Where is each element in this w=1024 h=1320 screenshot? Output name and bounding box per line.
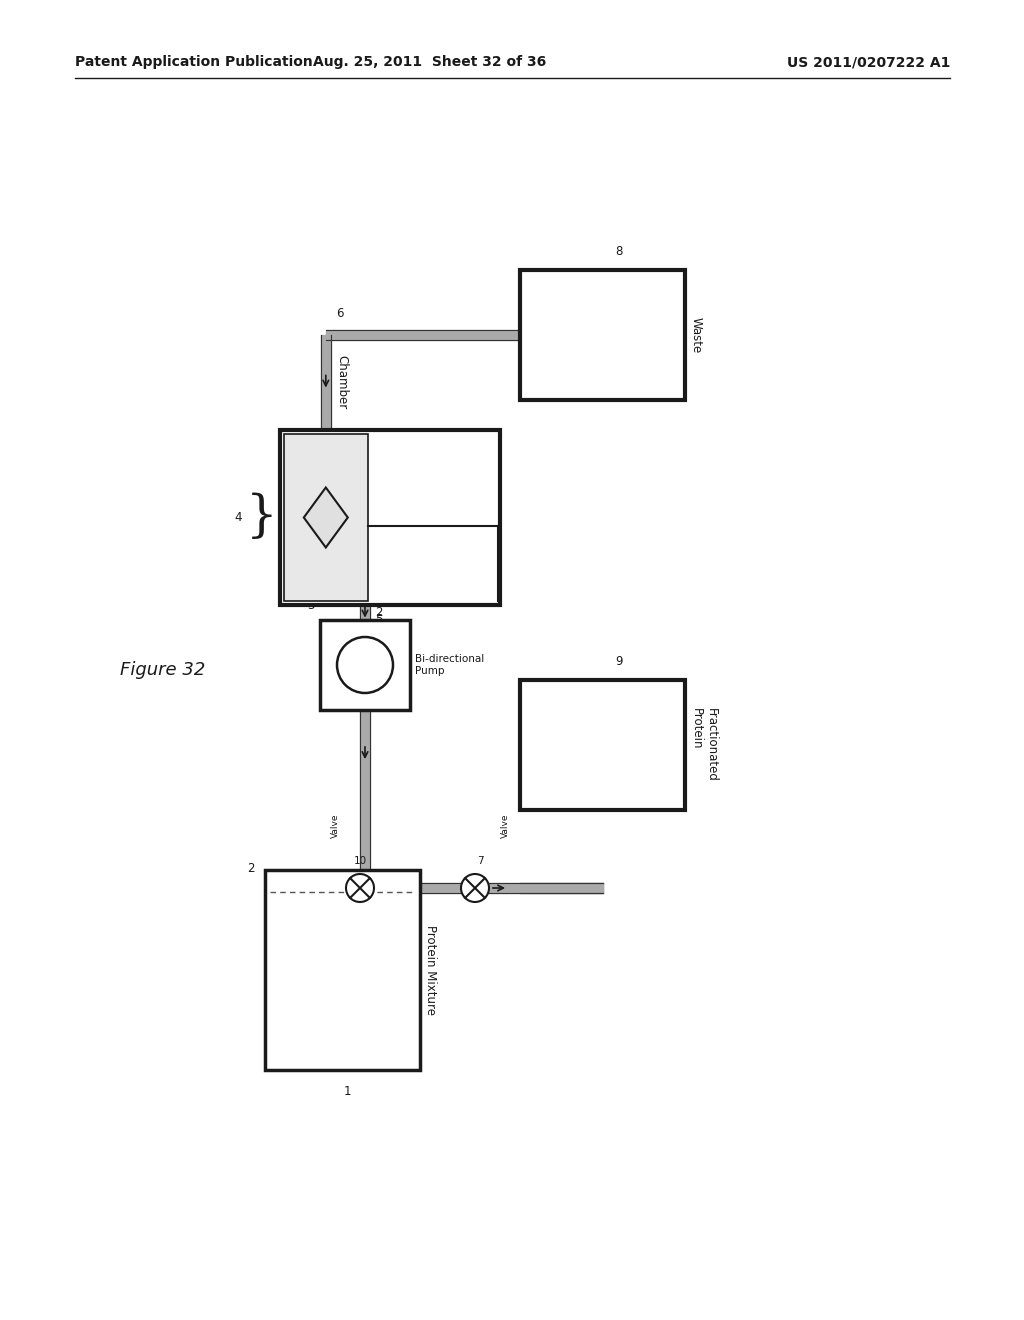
Text: 7: 7	[477, 855, 483, 866]
Text: 2: 2	[248, 862, 255, 874]
Bar	[265, 870, 420, 1071]
Text: }: }	[246, 492, 278, 543]
Bar	[284, 434, 368, 601]
Text: Protein Mixture: Protein Mixture	[424, 925, 437, 1015]
Bar	[280, 430, 500, 605]
Text: 3: 3	[307, 599, 315, 612]
Polygon shape	[304, 487, 348, 548]
Bar	[520, 680, 685, 810]
Text: 6: 6	[336, 308, 343, 319]
Bar	[319, 620, 410, 710]
Text: 1: 1	[344, 1085, 351, 1098]
Text: Bi-directional
Pump: Bi-directional Pump	[415, 655, 484, 676]
Text: 10: 10	[353, 855, 367, 866]
Text: 5: 5	[375, 612, 382, 626]
Text: Aug. 25, 2011  Sheet 32 of 36: Aug. 25, 2011 Sheet 32 of 36	[313, 55, 547, 69]
Text: Chamber: Chamber	[336, 355, 349, 409]
Text: Valve: Valve	[501, 813, 510, 838]
Text: 8: 8	[615, 246, 623, 257]
Circle shape	[461, 874, 489, 902]
Bar	[520, 271, 685, 400]
Text: Rotor: Rotor	[414, 494, 445, 507]
Text: 2: 2	[375, 606, 383, 619]
Circle shape	[346, 874, 374, 902]
Text: US 2011/0207222 A1: US 2011/0207222 A1	[786, 55, 950, 69]
Text: 4: 4	[234, 511, 242, 524]
Text: Figure 32: Figure 32	[120, 661, 206, 678]
Text: Valve: Valve	[331, 813, 340, 838]
Text: Patent Application Publication: Patent Application Publication	[75, 55, 312, 69]
Text: Fractionated
Protein: Fractionated Protein	[690, 708, 718, 781]
Circle shape	[337, 638, 393, 693]
Text: Waste: Waste	[690, 317, 703, 354]
Text: 9: 9	[615, 655, 623, 668]
